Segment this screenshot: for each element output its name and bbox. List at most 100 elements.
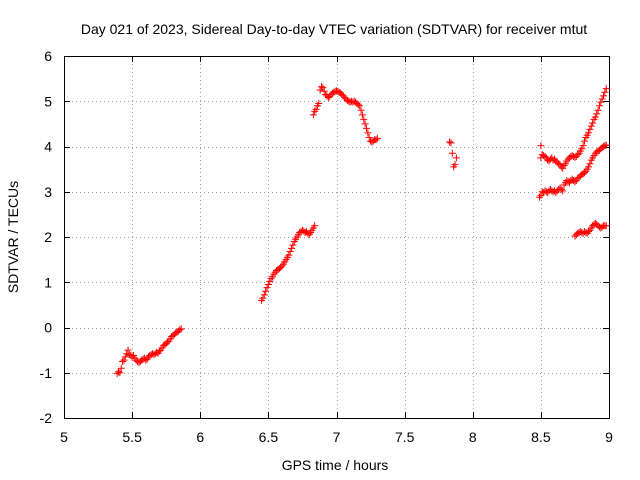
series-segment-5-upper xyxy=(537,85,610,172)
data-point xyxy=(447,139,455,147)
data-point xyxy=(309,111,317,119)
data-point xyxy=(446,138,454,146)
data-point xyxy=(586,125,594,133)
data-point xyxy=(589,119,597,127)
data-point xyxy=(571,178,579,186)
y-tick-label: 4 xyxy=(44,139,52,155)
data-point xyxy=(365,133,373,141)
y-tick-label: 0 xyxy=(44,320,52,336)
data-point xyxy=(320,87,328,95)
tick-layer xyxy=(64,56,610,419)
data-point xyxy=(585,163,593,171)
data-point xyxy=(595,102,603,110)
data-point xyxy=(598,95,606,103)
data-point xyxy=(311,107,319,115)
x-tick-label: 7.5 xyxy=(395,429,415,445)
data-point xyxy=(537,142,545,150)
data-point xyxy=(260,291,268,299)
x-tick-label: 6 xyxy=(196,429,204,445)
data-point xyxy=(452,154,460,162)
x-tick-label: 7 xyxy=(333,429,341,445)
data-point xyxy=(602,141,610,149)
x-tick-label: 5.5 xyxy=(122,429,142,445)
grid-layer xyxy=(64,56,609,418)
data-point xyxy=(580,169,588,177)
data-point xyxy=(536,193,544,201)
data-points xyxy=(113,83,610,378)
y-tick-label: 3 xyxy=(44,184,52,200)
data-point xyxy=(451,161,459,169)
x-axis-label: GPS time / hours xyxy=(282,457,389,473)
data-point xyxy=(362,124,370,132)
data-point xyxy=(115,368,122,376)
data-point xyxy=(372,136,380,144)
y-tick-labels: -2 -1 0 1 2 3 4 5 6 xyxy=(40,48,53,426)
data-point xyxy=(354,101,362,109)
y-tick-label: -2 xyxy=(40,410,53,426)
data-point xyxy=(580,137,588,145)
series-isolated xyxy=(537,142,545,150)
data-point xyxy=(319,84,327,92)
data-point xyxy=(124,346,132,354)
data-point xyxy=(318,83,326,91)
data-point xyxy=(358,111,366,119)
data-point xyxy=(356,102,364,110)
data-point xyxy=(289,241,297,249)
data-point xyxy=(579,142,587,150)
x-tick-label: 5 xyxy=(60,429,68,445)
data-point xyxy=(288,244,296,252)
data-point xyxy=(601,88,609,96)
data-point xyxy=(264,281,272,289)
data-point xyxy=(311,222,319,230)
data-point xyxy=(585,129,593,137)
data-point xyxy=(315,100,323,108)
data-point xyxy=(262,287,270,295)
series-segment-5-lower xyxy=(571,219,610,240)
y-tick-label: 1 xyxy=(44,274,52,290)
data-point xyxy=(602,222,610,230)
data-point xyxy=(177,325,185,333)
data-point xyxy=(117,364,125,372)
data-point xyxy=(602,85,610,93)
data-point xyxy=(278,262,286,270)
series-segment-3 xyxy=(309,83,381,146)
data-point xyxy=(120,356,128,364)
data-point xyxy=(364,129,372,137)
data-point xyxy=(312,105,320,113)
data-point xyxy=(597,98,605,106)
data-point xyxy=(121,353,129,361)
data-point xyxy=(448,149,456,157)
series-segment-5-middle xyxy=(536,141,610,201)
x-tick-label: 8.5 xyxy=(531,429,551,445)
data-point xyxy=(270,270,278,278)
x-tick-label: 9 xyxy=(605,429,613,445)
data-point xyxy=(600,92,608,100)
y-axis-label: SDTVAR / TECUs xyxy=(5,181,21,293)
x-tick-labels: 5 5.5 6 6.5 7 7.5 8 8.5 9 xyxy=(60,429,613,445)
data-point xyxy=(587,122,595,130)
data-point xyxy=(560,162,568,170)
y-tick-label: 2 xyxy=(44,229,52,245)
data-point xyxy=(267,275,275,283)
y-tick-label: 6 xyxy=(44,48,52,64)
series-segment-4 xyxy=(446,138,460,171)
data-point xyxy=(285,251,293,259)
data-point xyxy=(541,152,549,160)
data-point xyxy=(263,284,271,292)
data-point xyxy=(586,160,594,168)
data-point xyxy=(373,134,381,142)
data-point xyxy=(594,106,602,114)
y-tick-label: -1 xyxy=(40,365,53,381)
data-point xyxy=(578,145,586,153)
data-point xyxy=(357,106,365,114)
data-point xyxy=(286,247,294,255)
series-segment-2 xyxy=(258,222,319,304)
data-point xyxy=(361,120,369,128)
data-point xyxy=(259,294,267,302)
data-point xyxy=(557,185,565,193)
data-point xyxy=(574,151,582,159)
data-point xyxy=(593,110,601,118)
chart-title: Day 021 of 2023, Sidereal Day-to-day VTE… xyxy=(81,21,587,37)
data-point xyxy=(585,228,593,236)
